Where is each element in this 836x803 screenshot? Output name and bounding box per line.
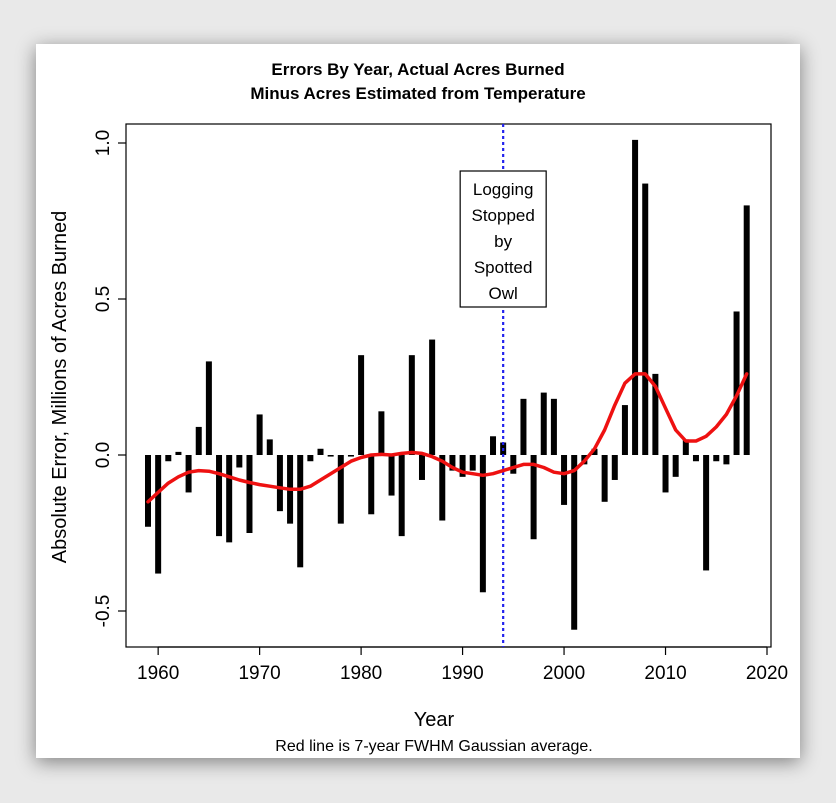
error-bar [195,426,202,455]
error-bar [449,455,456,471]
error-bar [337,455,344,524]
x-tick-label: 1990 [441,663,483,684]
error-bar [642,183,649,455]
error-bar [439,455,446,521]
error-bar [236,455,243,468]
error-bar [550,398,557,455]
y-tick-label: 0.0 [93,442,114,468]
annotation-line: Logging [473,180,534,199]
annotation-line: by [494,232,512,251]
error-bar [591,448,598,455]
gaussian-average-line [146,372,749,504]
error-bar [418,455,425,480]
chart-title-line2: Minus Acres Estimated from Temperature [250,84,585,103]
error-bar [611,455,618,480]
error-bar [632,139,639,455]
error-bar [743,205,750,455]
x-axis-label: Year [414,709,455,731]
annotation-line: Stopped [471,206,534,225]
error-bar [652,373,659,455]
error-bar [459,455,466,477]
error-bar [469,455,476,471]
x-tick-label: 1970 [238,663,280,684]
error-bar [540,392,547,455]
error-bar [398,455,405,537]
error-bar [388,455,395,496]
error-bar [216,455,223,537]
error-bar [713,455,720,462]
error-bar [723,455,730,465]
error-bar [490,436,497,455]
error-bar [429,339,436,455]
error-bar [327,455,334,457]
error-bar [246,455,253,533]
annotation-line: Spotted [474,258,533,277]
error-bar [662,455,669,493]
error-bar [205,361,212,455]
error-bar [155,455,162,574]
error-bar [510,455,517,474]
error-bar [733,311,740,455]
x-tick-label: 2000 [543,663,585,684]
error-bar [520,398,527,455]
caption: Red line is 7-year FWHM Gaussian average… [275,738,592,755]
error-bar [256,414,263,455]
error-bar [307,455,314,462]
y-tick-label: 1.0 [93,130,114,156]
error-bar [368,455,375,515]
error-bar [621,405,628,455]
error-bar [561,455,568,505]
error-bar-chart: Errors By Year, Actual Acres Burned Minu… [49,60,788,755]
annotation-line: Owl [489,284,518,303]
error-bar [226,455,233,543]
x-tick-label: 2020 [746,663,788,684]
error-bar [347,455,354,457]
error-bar [682,439,689,455]
x-tick-label: 2010 [644,663,686,684]
chart-title-line1: Errors By Year, Actual Acres Burned [271,60,564,79]
error-bar [276,455,283,512]
plot-frame [125,123,772,648]
error-bar [358,355,365,455]
error-bar [703,455,710,571]
error-bar [378,411,385,455]
y-tick-label: -0.5 [93,595,114,628]
error-bar [601,455,608,502]
error-bar [317,448,324,455]
error-bar [672,455,679,477]
error-bar [266,439,273,455]
x-tick-label: 1980 [340,663,382,684]
error-bar [297,455,304,568]
error-bar [479,455,486,593]
error-bar [408,355,415,455]
chart-card: Errors By Year, Actual Acres Burned Minu… [36,44,800,758]
annotation-box [459,170,547,308]
x-tick-label: 1960 [137,663,179,684]
error-bar [175,451,182,455]
error-bar [165,455,172,462]
error-bar [571,455,578,630]
error-bar [692,455,699,462]
y-tick-label: 0.5 [93,286,114,312]
plot-area: 1960 1970 1980 1990 2000 2010 2020 -0.5 0.0 0.5 1.… [93,123,788,684]
error-bar [530,455,537,540]
error-bar [145,455,151,527]
y-axis-label: Absolute Error, Millions of Acres Burned [49,211,71,563]
